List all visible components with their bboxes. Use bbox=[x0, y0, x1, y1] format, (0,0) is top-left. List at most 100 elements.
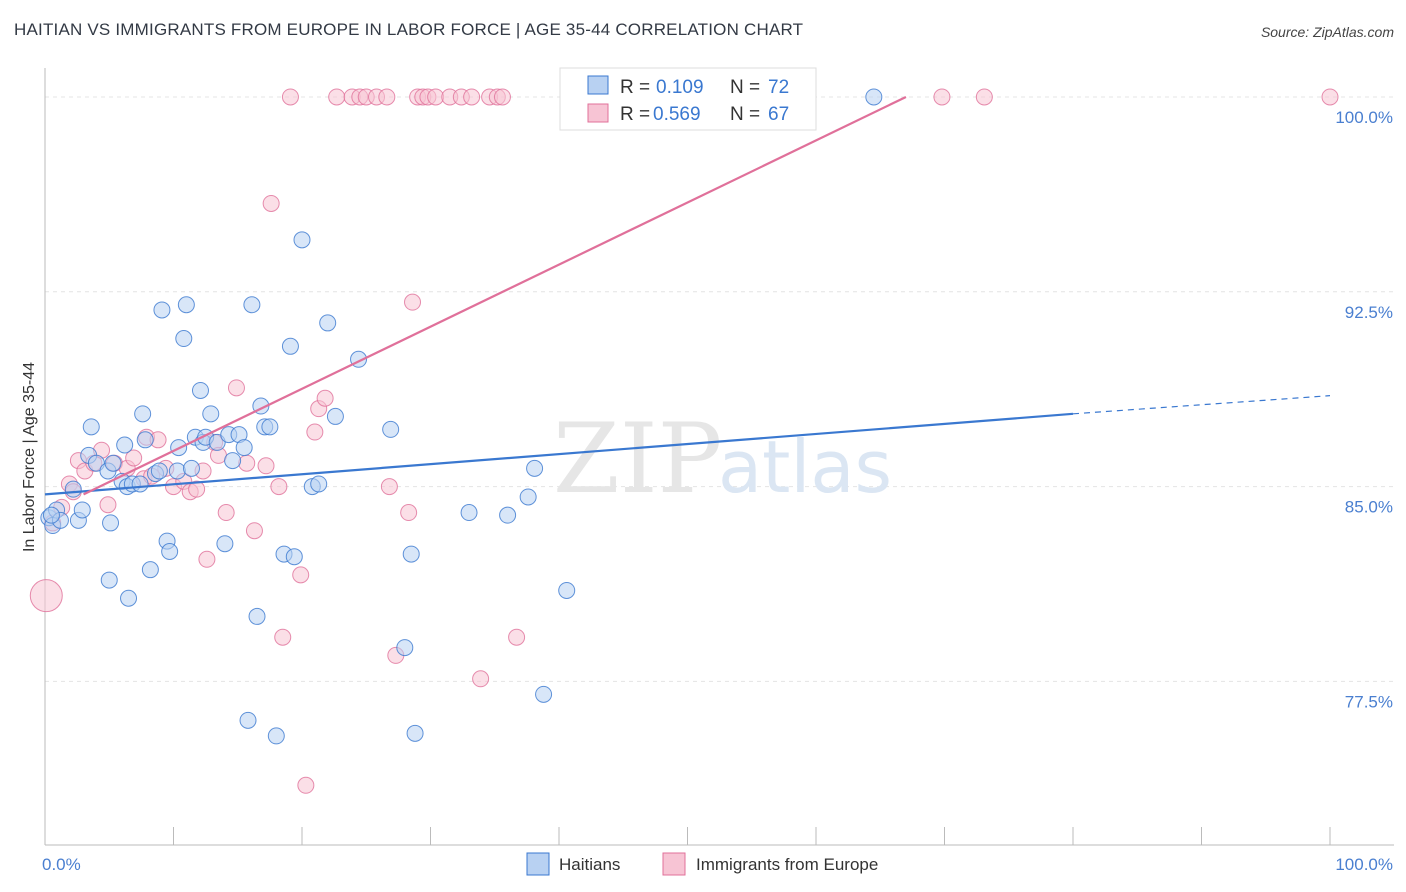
data-point bbox=[404, 293, 422, 311]
data-point bbox=[519, 488, 537, 506]
data-point bbox=[134, 405, 152, 423]
x-tick-label-left: 0.0% bbox=[42, 855, 81, 874]
watermark-zip: ZIP bbox=[553, 403, 722, 515]
stats-r-label-europe: R = bbox=[620, 104, 650, 125]
data-point bbox=[292, 566, 310, 584]
y-tick-label: 92.5% bbox=[1345, 303, 1393, 322]
data-point bbox=[116, 436, 134, 454]
y-axis-ticks: 100.0% 92.5% 85.0% 77.5% bbox=[1335, 108, 1393, 711]
stats-r-value-europe: 0.569 bbox=[653, 104, 701, 125]
legend-label-haitians: Haitians bbox=[559, 855, 620, 874]
data-point bbox=[281, 88, 299, 106]
data-point bbox=[136, 431, 154, 449]
data-point bbox=[239, 711, 257, 729]
data-point bbox=[865, 88, 883, 106]
data-point bbox=[217, 504, 235, 522]
data-point bbox=[319, 314, 337, 332]
data-point bbox=[285, 548, 303, 566]
data-point bbox=[406, 724, 424, 742]
data-point bbox=[29, 579, 63, 613]
data-point bbox=[267, 727, 285, 745]
data-point bbox=[248, 607, 266, 625]
data-point bbox=[310, 475, 328, 493]
trend-line-haitians bbox=[44, 412, 1074, 496]
data-point bbox=[460, 504, 478, 522]
data-point bbox=[245, 522, 263, 540]
stats-n-value-haitians: 72 bbox=[768, 77, 789, 98]
legend-swatch-haitians bbox=[526, 852, 550, 876]
data-point bbox=[168, 462, 186, 480]
stats-legend-box: R = 0.109 N = 72 R = 0.569 N = 67 bbox=[559, 67, 817, 131]
data-point bbox=[227, 379, 245, 397]
data-point bbox=[235, 439, 253, 457]
trend-line-haitians-extension bbox=[1072, 395, 1331, 415]
stats-r-label-haitians: R = bbox=[620, 77, 650, 98]
data-point bbox=[198, 550, 216, 568]
data-point bbox=[120, 589, 138, 607]
data-point bbox=[526, 459, 544, 477]
legend-swatch-europe bbox=[662, 852, 686, 876]
stats-r-value-haitians: 0.109 bbox=[656, 77, 704, 98]
stats-n-value-europe: 67 bbox=[768, 104, 789, 125]
data-point bbox=[257, 457, 275, 475]
data-point bbox=[535, 685, 553, 703]
data-point bbox=[293, 231, 311, 249]
legend-label-europe: Immigrants from Europe bbox=[696, 855, 878, 874]
data-point bbox=[378, 88, 396, 106]
data-point bbox=[42, 506, 60, 524]
data-point bbox=[316, 389, 334, 407]
y-axis-label: In Labor Force | Age 35-44 bbox=[21, 362, 38, 552]
data-point bbox=[153, 301, 171, 319]
data-point bbox=[472, 670, 490, 688]
data-point bbox=[141, 561, 159, 579]
data-point bbox=[558, 581, 576, 599]
data-point bbox=[493, 88, 511, 106]
stats-n-label-haitians: N = bbox=[730, 77, 760, 98]
data-point bbox=[499, 506, 517, 524]
data-point bbox=[326, 407, 344, 425]
data-point bbox=[125, 449, 143, 467]
data-point bbox=[261, 418, 279, 436]
bottom-legend: Haitians Immigrants from Europe bbox=[526, 852, 878, 876]
source-credit: Source: ZipAtlas.com bbox=[1260, 24, 1394, 40]
watermark-atlas: atlas bbox=[718, 425, 892, 509]
data-point bbox=[382, 420, 400, 438]
data-point bbox=[402, 545, 420, 563]
data-point bbox=[216, 535, 234, 553]
data-point bbox=[270, 478, 288, 496]
trend-lines bbox=[44, 95, 1331, 496]
data-point bbox=[463, 88, 481, 106]
data-point bbox=[100, 571, 118, 589]
stats-swatch-europe bbox=[587, 103, 609, 123]
data-point bbox=[131, 475, 149, 493]
x-tick-label-right: 100.0% bbox=[1335, 855, 1393, 874]
stats-swatch-haitians bbox=[587, 75, 609, 95]
data-point bbox=[150, 462, 168, 480]
data-point bbox=[177, 296, 195, 314]
data-point bbox=[73, 501, 91, 519]
data-point bbox=[380, 478, 398, 496]
data-point bbox=[975, 88, 993, 106]
chart-title: HAITIAN VS IMMIGRANTS FROM EUROPE IN LAB… bbox=[14, 20, 804, 39]
data-point bbox=[104, 454, 122, 472]
data-point bbox=[933, 88, 951, 106]
gridlines bbox=[45, 96, 1394, 682]
data-point bbox=[400, 504, 418, 522]
y-tick-label: 100.0% bbox=[1335, 108, 1393, 127]
data-point bbox=[82, 418, 100, 436]
data-point bbox=[306, 423, 324, 441]
data-point bbox=[274, 628, 292, 646]
data-point bbox=[328, 88, 346, 106]
data-point bbox=[161, 542, 179, 560]
x-axis-ticks: 0.0% 100.0% bbox=[42, 855, 1393, 874]
data-point bbox=[202, 405, 220, 423]
y-tick-label: 77.5% bbox=[1345, 692, 1393, 711]
data-point bbox=[64, 480, 82, 498]
data-point bbox=[191, 381, 209, 399]
data-point bbox=[427, 88, 445, 106]
data-point bbox=[243, 296, 261, 314]
data-point bbox=[224, 452, 242, 470]
data-point bbox=[182, 459, 200, 477]
data-point bbox=[262, 194, 280, 212]
